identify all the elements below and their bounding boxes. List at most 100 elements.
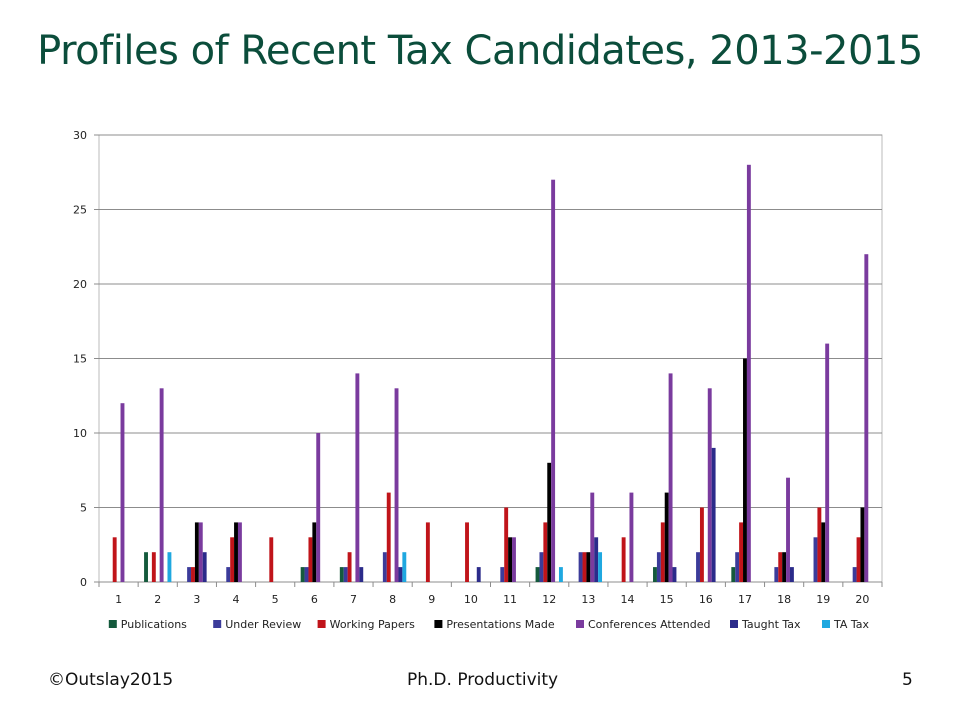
- x-tick-label: 15: [660, 593, 674, 606]
- bar-working-papers: [425, 522, 430, 582]
- x-tick-label: 7: [350, 593, 357, 606]
- bar-presentations-made: [821, 522, 826, 582]
- slide-title: Profiles of Recent Tax Candidates, 2013-…: [37, 28, 923, 74]
- legend-swatch: [730, 620, 738, 628]
- bar-taught-tax: [672, 567, 677, 582]
- bar-under-review: [382, 552, 387, 582]
- bar-presentations-made: [547, 462, 552, 582]
- x-tick-label: 12: [542, 593, 556, 606]
- bar-working-papers: [660, 522, 665, 582]
- x-tick-label: 20: [855, 593, 869, 606]
- bar-conferences-attended: [746, 164, 751, 583]
- legend-label: Taught Tax: [741, 618, 801, 631]
- x-tick-label: 19: [816, 593, 830, 606]
- y-tick-label: 10: [73, 427, 87, 440]
- x-tick-label: 3: [193, 593, 200, 606]
- bar-taught-tax: [594, 537, 599, 582]
- bar-working-papers: [386, 492, 391, 582]
- bar-working-papers: [230, 537, 235, 582]
- x-tick-label: 13: [581, 593, 595, 606]
- bar-conferences-attended: [394, 388, 399, 582]
- bar-ta-tax: [598, 552, 603, 582]
- bar-working-papers: [269, 537, 274, 582]
- legend-swatch: [434, 620, 443, 628]
- bar-conferences-attended: [512, 537, 516, 582]
- x-tick-label: 2: [154, 593, 161, 606]
- bar-working-papers: [739, 522, 744, 582]
- bar-working-papers: [151, 552, 156, 582]
- bar-under-review: [813, 537, 818, 582]
- legend-label: Under Review: [225, 618, 301, 631]
- y-tick-label: 25: [73, 204, 87, 217]
- bar-working-papers: [504, 507, 509, 582]
- bar-conferences-attended: [551, 179, 556, 582]
- bar-conferences-attended: [864, 254, 869, 582]
- bar-conferences-attended: [237, 522, 242, 582]
- y-tick-label: 0: [80, 576, 87, 589]
- bar-presentations-made: [782, 552, 787, 582]
- bar-taught-tax: [789, 567, 794, 582]
- bar-publications: [653, 567, 657, 582]
- bar-conferences-attended: [159, 388, 164, 582]
- x-tick-label: 6: [311, 593, 318, 606]
- bar-presentations-made: [743, 358, 747, 582]
- bar-taught-tax: [398, 567, 403, 582]
- legend-swatch: [317, 620, 326, 628]
- bar-ta-tax: [558, 567, 563, 582]
- y-tick-label: 20: [73, 278, 87, 291]
- bar-working-papers: [112, 537, 117, 582]
- bar-working-papers: [308, 537, 313, 582]
- bar-publications: [339, 567, 344, 582]
- bar-under-review: [578, 552, 583, 582]
- bar-conferences-attended: [668, 373, 673, 582]
- bar-publications: [535, 567, 540, 582]
- bar-ta-tax: [402, 552, 407, 582]
- y-tick-label: 15: [73, 353, 87, 366]
- bar-taught-tax: [711, 447, 716, 582]
- x-tick-label: 9: [428, 593, 435, 606]
- bar-working-papers: [582, 552, 587, 582]
- bar-working-papers: [347, 552, 352, 582]
- legend-swatch: [213, 620, 222, 628]
- bar-conferences-attended: [786, 477, 790, 582]
- bar-presentations-made: [194, 522, 199, 582]
- bar-publications: [144, 552, 148, 582]
- bar-working-papers: [699, 507, 704, 582]
- legend-label: Publications: [121, 618, 187, 631]
- bar-ta-tax: [167, 552, 172, 582]
- bar-conferences-attended: [355, 373, 360, 582]
- legend-label: TA Tax: [833, 618, 870, 631]
- bar-presentations-made: [508, 537, 513, 582]
- bar-publications: [300, 567, 305, 582]
- bar-conferences-attended: [629, 492, 634, 582]
- bar-taught-tax: [202, 552, 207, 582]
- legend-label: Working Papers: [330, 618, 416, 631]
- bar-presentations-made: [860, 507, 865, 582]
- x-tick-label: 14: [621, 593, 635, 606]
- bar-under-review: [304, 567, 309, 582]
- bar-under-review: [500, 567, 505, 582]
- legend-label: Presentations Made: [446, 618, 555, 631]
- bar-taught-tax: [359, 567, 364, 582]
- bar-publications: [731, 567, 736, 582]
- x-tick-label: 1: [115, 593, 122, 606]
- y-tick-label: 5: [80, 502, 87, 515]
- bar-under-review: [187, 567, 192, 582]
- x-tick-label: 5: [272, 593, 279, 606]
- bar-presentations-made: [312, 522, 317, 582]
- bar-conferences-attended: [198, 522, 203, 582]
- bar-working-papers: [621, 537, 626, 582]
- x-tick-label: 8: [389, 593, 396, 606]
- bar-presentations-made: [586, 552, 591, 582]
- x-tick-label: 17: [738, 593, 752, 606]
- x-tick-label: 18: [777, 593, 791, 606]
- bar-working-papers: [778, 552, 783, 582]
- bar-conferences-attended: [120, 403, 125, 582]
- bar-conferences-attended: [316, 433, 321, 582]
- legend-swatch: [108, 620, 117, 628]
- footer-subject: Ph.D. Productivity: [407, 670, 559, 690]
- bar-under-review: [656, 552, 661, 582]
- bar-working-papers: [465, 522, 469, 582]
- bar-working-papers: [817, 507, 822, 582]
- bar-taught-tax: [476, 567, 481, 582]
